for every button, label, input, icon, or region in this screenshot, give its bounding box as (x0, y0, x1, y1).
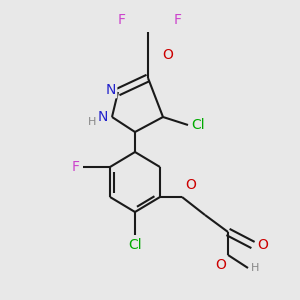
Text: H: H (251, 263, 260, 273)
Text: N: N (106, 83, 116, 97)
Text: N: N (98, 110, 108, 124)
Text: Cl: Cl (128, 238, 142, 252)
Text: O: O (215, 258, 226, 272)
Text: Cl: Cl (191, 118, 205, 132)
Text: H: H (88, 117, 96, 127)
Text: F: F (72, 160, 80, 174)
Text: F: F (174, 13, 182, 27)
Text: O: O (185, 178, 196, 192)
Text: O: O (162, 48, 173, 62)
Text: F: F (118, 13, 126, 27)
Text: O: O (257, 238, 268, 252)
